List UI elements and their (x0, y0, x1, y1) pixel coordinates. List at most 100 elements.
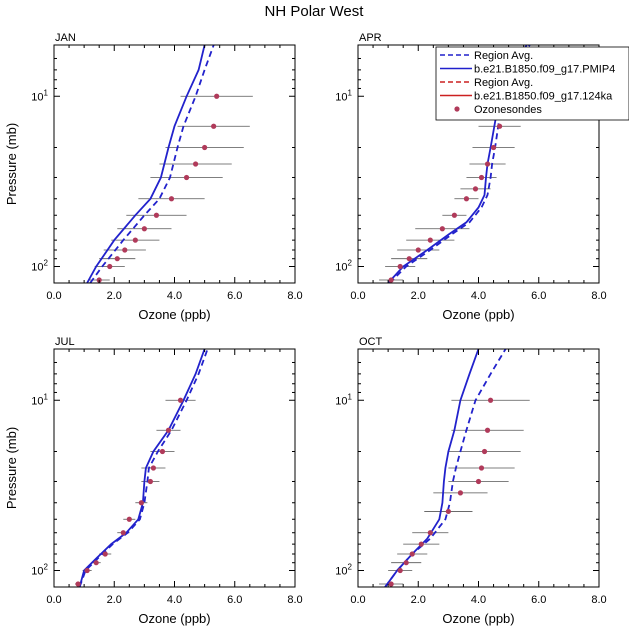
x-tick-label: 2.0 (411, 594, 426, 606)
x-tick-label: 0.0 (46, 594, 61, 606)
sonde-point (475, 478, 482, 485)
sonde-point (403, 560, 409, 566)
panel-jan: JAN 0.0 2.0 4.0 6.0 8.0 101 102 Ozone (ppb) Press… (4, 32, 303, 322)
x-tick-label: 6.0 (227, 594, 242, 606)
sonde-point (484, 427, 491, 433)
x-tick-label: 2.0 (411, 290, 426, 302)
sonde-point (211, 123, 217, 129)
sonde-point (457, 490, 464, 496)
y-tick-label: 102 (31, 259, 48, 274)
y-tick-exponent: 1 (348, 392, 353, 401)
sonde-point (165, 427, 172, 433)
sonde-point (102, 551, 108, 557)
sonde-point (214, 93, 220, 99)
sonde-point (427, 237, 433, 243)
sonde-point (397, 263, 403, 270)
sonde-point (168, 196, 175, 202)
legend: Region Avg.b.e21.B1850.f09_g17.PMIP4Regi… (435, 46, 629, 121)
sonde-point (75, 581, 81, 587)
sonde-point (409, 551, 415, 557)
panel-label: JAN (55, 32, 76, 44)
y-tick-label: 101 (335, 88, 352, 103)
sonde-point (150, 465, 157, 471)
y-tick-exponent: 2 (348, 259, 353, 268)
sonde-point (93, 560, 99, 566)
sonde-point (183, 174, 190, 181)
sonde-point (141, 226, 147, 232)
x-tick-label: 8.0 (287, 290, 302, 302)
sonde-point (451, 212, 457, 218)
y-tick-exponent: 2 (44, 259, 49, 268)
sonde-point (478, 174, 485, 181)
panel-label: JUL (55, 336, 75, 348)
panel-jul: JUL 0.0 2.0 4.0 6.0 8.0 101 102 Ozone (ppb) Press… (4, 336, 303, 626)
sonde-point (114, 256, 120, 262)
y-tick-label: 102 (335, 259, 352, 274)
sonde-point (153, 212, 160, 218)
x-axis-title: Ozone (ppb) (442, 611, 514, 626)
x-tick-label: 8.0 (591, 594, 606, 606)
legend-label: Ozonesondes (474, 104, 542, 116)
panel-frame (53, 348, 296, 588)
y-tick-label: 101 (31, 88, 48, 103)
sonde-point (177, 397, 184, 403)
pmip4-solid-line (78, 349, 206, 587)
sonde-point (96, 277, 102, 283)
legend-label: Region Avg. (474, 77, 533, 89)
y-tick-label: 101 (31, 392, 48, 407)
sonde-point (202, 144, 208, 151)
pmip4-solid-line (86, 45, 206, 283)
sonde-point (472, 186, 479, 192)
x-tick-label: 8.0 (591, 290, 606, 302)
sonde-point (484, 161, 491, 167)
sonde-point (159, 448, 166, 455)
x-tick-label: 6.0 (531, 290, 546, 302)
x-tick-label: 0.0 (350, 594, 365, 606)
sonde-point (397, 567, 403, 574)
sonde-point (120, 530, 126, 536)
panel-label: APR (359, 32, 382, 44)
sonde-point (126, 516, 132, 522)
sonde-point (490, 144, 497, 151)
legend-marker (454, 106, 460, 112)
x-tick-label: 2.0 (107, 594, 122, 606)
sonde-point (138, 500, 144, 506)
x-tick-label: 4.0 (471, 594, 486, 606)
y-tick-exponent: 1 (348, 88, 353, 97)
y-tick-exponent: 1 (44, 88, 49, 97)
sonde-point (427, 530, 433, 536)
x-tick-label: 4.0 (167, 290, 182, 302)
y-tick-exponent: 2 (44, 563, 49, 572)
x-tick-label: 4.0 (471, 290, 486, 302)
sonde-point (445, 508, 451, 515)
sonde-point (147, 478, 153, 485)
sonde-point (478, 465, 485, 471)
x-tick-label: 4.0 (167, 594, 182, 606)
sonde-point (132, 237, 138, 243)
figure-title: NH Polar West (265, 3, 365, 20)
x-axis-title: Ozone (ppb) (138, 307, 210, 322)
legend-label: b.e21.B1850.f09_g17.124ka (474, 91, 613, 103)
x-tick-label: 8.0 (287, 594, 302, 606)
y-tick-exponent: 2 (348, 563, 353, 572)
sonde-point (406, 256, 412, 262)
y-axis-title: Pressure (mb) (4, 123, 19, 205)
region-avg-dashed-line (89, 45, 215, 283)
x-tick-label: 0.0 (350, 290, 365, 302)
sonde-point (84, 567, 90, 574)
sonde-point (107, 263, 113, 270)
sonde-point (122, 247, 128, 253)
legend-label: Region Avg. (474, 50, 533, 62)
y-tick-label: 102 (31, 563, 48, 578)
sonde-point (415, 247, 421, 253)
x-tick-label: 2.0 (107, 290, 122, 302)
y-tick-label: 101 (335, 392, 352, 407)
sonde-point (487, 397, 494, 403)
x-tick-label: 6.0 (227, 290, 242, 302)
sonde-point (418, 541, 424, 547)
x-axis-title: Ozone (ppb) (442, 307, 514, 322)
sonde-point (481, 448, 488, 455)
panels: JAN 0.0 2.0 4.0 6.0 8.0 101 102 Ozone (ppb) Press… (4, 32, 607, 626)
y-tick-label: 102 (335, 563, 352, 578)
